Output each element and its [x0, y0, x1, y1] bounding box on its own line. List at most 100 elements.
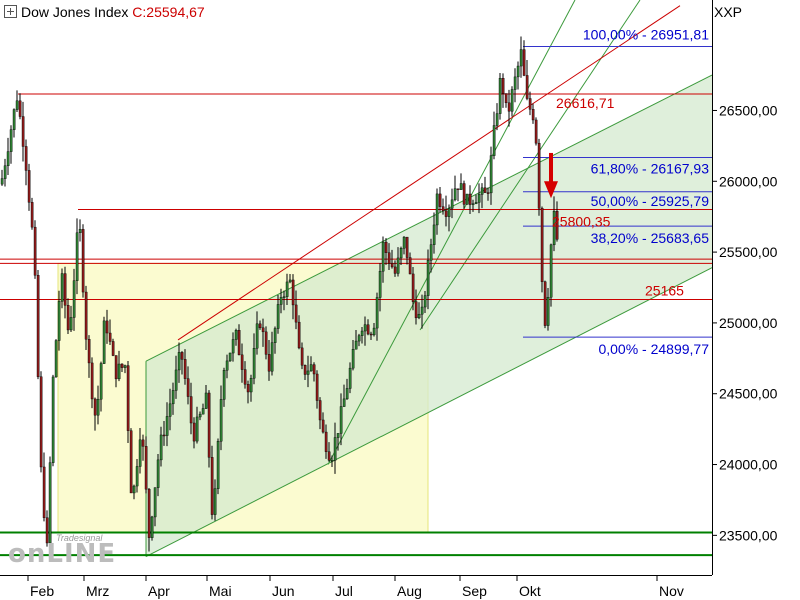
candle-up	[96, 398, 100, 416]
candle-up	[426, 260, 430, 296]
candle-down	[33, 226, 37, 276]
candle-up	[270, 342, 274, 372]
price-axis-bg	[712, 0, 800, 600]
candle-up	[357, 335, 361, 342]
candle-up	[288, 279, 292, 283]
month-label: Mrz	[86, 583, 109, 599]
candle-up	[78, 229, 82, 234]
candle-down	[507, 102, 511, 112]
candle-down	[411, 273, 415, 302]
fib-label: 50,00% - 25925,79	[591, 193, 710, 209]
candle-down	[108, 332, 112, 342]
candle-up	[330, 459, 334, 462]
candle-up	[234, 330, 238, 340]
candle-up	[204, 392, 208, 409]
candle-down	[258, 323, 262, 329]
candle-up	[375, 297, 379, 329]
candle-down	[501, 78, 505, 94]
candle-up	[174, 369, 178, 391]
candle-down	[162, 434, 166, 437]
candle-down	[534, 119, 538, 144]
price-tick-label: 24000,00	[719, 457, 778, 473]
candle-down	[393, 266, 397, 274]
month-label: Nov	[659, 583, 684, 599]
candle-up	[498, 78, 502, 114]
candle-down	[537, 142, 541, 209]
month-label: Okt	[519, 583, 541, 599]
level-label-26616: 26616,71	[556, 95, 615, 111]
candle-up	[474, 202, 478, 204]
instrument-name: Dow Jones Index	[21, 4, 129, 20]
candle-down	[522, 49, 526, 76]
candle-up	[429, 244, 433, 261]
candle-up	[102, 320, 106, 364]
candle-up	[417, 313, 421, 319]
candle-up	[351, 349, 355, 369]
candle-down	[441, 206, 445, 212]
candle-up	[255, 323, 259, 349]
candle-down	[30, 202, 34, 228]
fib-label: 100,00% - 26951,81	[583, 26, 709, 42]
candle-down	[408, 257, 412, 275]
candle-up	[222, 370, 226, 400]
candle-up	[171, 390, 175, 405]
candle-up	[546, 297, 550, 326]
candle-down	[462, 183, 466, 205]
candle-up	[72, 280, 76, 318]
candle-down	[456, 188, 460, 190]
candle-up	[195, 416, 199, 442]
candle-down	[183, 359, 187, 379]
candle-up	[282, 296, 286, 298]
candle-up	[252, 347, 256, 379]
candle-up	[15, 100, 19, 110]
candle-up	[495, 113, 499, 126]
candle-down	[315, 373, 319, 401]
candle-down	[540, 207, 544, 282]
candle-up	[177, 352, 181, 371]
candle-up	[423, 295, 427, 308]
candle-down	[387, 252, 391, 264]
candle-down	[531, 109, 535, 121]
candle-up	[12, 109, 16, 130]
candle-up	[0, 178, 4, 185]
candle-down	[111, 341, 115, 356]
candle-down	[207, 392, 211, 458]
candle-up	[465, 193, 469, 205]
candle-up	[225, 360, 229, 371]
candle-down	[525, 75, 529, 99]
candle-up	[201, 408, 205, 415]
candle-up	[60, 273, 64, 302]
candle-up	[348, 367, 352, 389]
candle-down	[84, 291, 88, 340]
candle-up	[363, 324, 367, 332]
candle-up	[153, 487, 157, 518]
candle-down	[114, 355, 118, 380]
candle-down	[87, 339, 91, 364]
candle-down	[210, 457, 214, 515]
candle-down	[267, 354, 271, 372]
candle-down	[297, 321, 301, 349]
month-label: Mai	[209, 583, 232, 599]
expand-icon[interactable]	[4, 5, 17, 18]
month-label: Apr	[148, 583, 170, 599]
candle-down	[486, 192, 490, 194]
candle-down	[81, 229, 85, 293]
symbol-label: XXP	[713, 4, 742, 20]
price-tick-label: 24500,00	[719, 386, 778, 402]
fib-label: 61,80% - 26167,93	[591, 160, 710, 176]
candle-up	[48, 462, 52, 544]
month-label: Sep	[462, 583, 487, 599]
candle-down	[261, 327, 265, 333]
month-label: Aug	[397, 583, 422, 599]
candle-down	[129, 430, 133, 494]
candle-up	[432, 224, 436, 245]
candle-up	[435, 193, 439, 226]
candle-up	[552, 211, 556, 246]
candle-down	[312, 364, 316, 375]
candle-down	[36, 275, 40, 377]
candle-up	[165, 416, 169, 436]
candle-down	[18, 100, 22, 117]
candle-down	[405, 236, 409, 258]
level-label-25165: 25165	[645, 283, 684, 299]
